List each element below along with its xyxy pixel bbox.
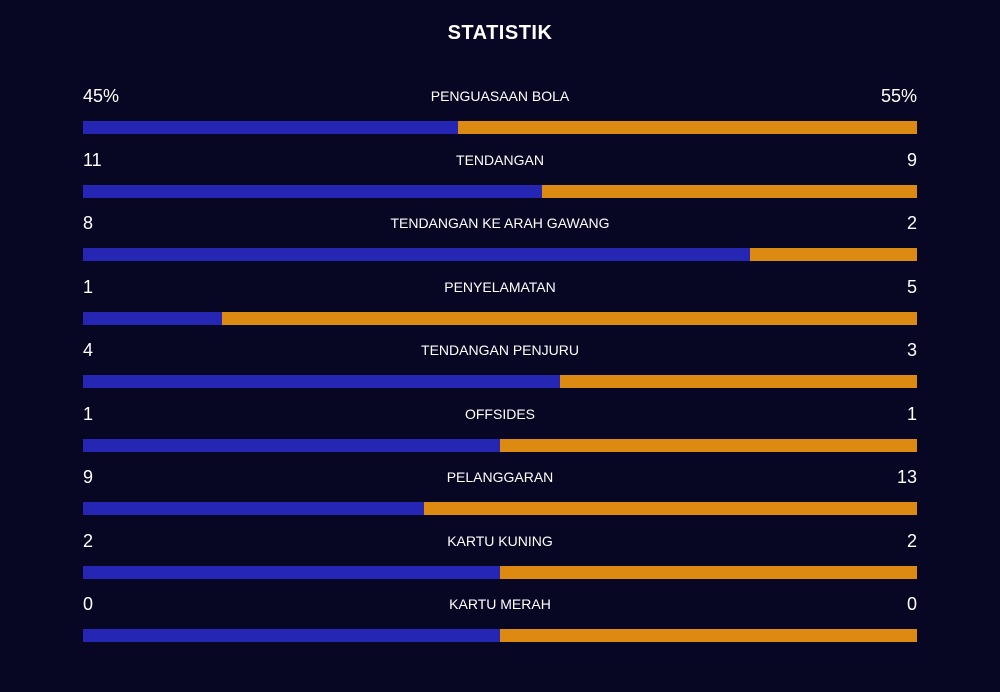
stat-label: KARTU MERAH — [449, 596, 551, 612]
away-value: 2 — [906, 530, 917, 551]
home-bar-segment — [83, 375, 560, 388]
comparison-bar — [83, 502, 917, 515]
away-bar-segment — [500, 629, 917, 642]
home-value: 11 — [83, 149, 102, 170]
stat-label: PELANGGARAN — [446, 469, 554, 485]
stat-label: TENDANGAN PENJURU — [421, 342, 579, 358]
home-value: 1 — [83, 403, 94, 424]
stat-row: 2 KARTU KUNING 2 — [83, 529, 917, 589]
away-value: 13 — [896, 467, 917, 487]
stat-row: 45% PENGUASAAN BOLA 55% — [83, 84, 917, 144]
away-bar-segment — [458, 121, 917, 134]
away-bar-segment — [750, 248, 917, 261]
away-bar-segment — [222, 311, 917, 325]
away-value: 9 — [906, 149, 917, 170]
home-bar-segment — [83, 121, 459, 134]
home-value: 0 — [83, 594, 94, 614]
home-value: 8 — [83, 213, 94, 233]
home-bar-segment — [83, 629, 500, 642]
away-bar-segment — [424, 502, 917, 515]
stat-row: 1 PENYELAMATAN 5 — [83, 275, 917, 335]
away-value: 2 — [906, 213, 917, 233]
comparison-bar — [83, 565, 917, 579]
away-value: 1 — [906, 403, 917, 424]
stat-row: 0 KARTU MERAH 0 — [83, 592, 917, 652]
away-bar-segment — [541, 184, 917, 198]
home-bar-segment — [83, 311, 223, 325]
stat-row: 8 TENDANGAN KE ARAH GAWANG 2 — [83, 211, 917, 271]
comparison-bar — [83, 311, 917, 325]
home-value: 9 — [83, 467, 94, 487]
comparison-bar — [83, 438, 917, 452]
stat-label: KARTU KUNING — [447, 532, 553, 549]
away-value: 3 — [906, 340, 917, 360]
away-bar-segment — [500, 565, 917, 579]
home-bar-segment — [83, 438, 500, 452]
away-value: 0 — [906, 594, 917, 614]
home-value: 4 — [83, 340, 94, 360]
away-bar-segment — [559, 375, 917, 388]
stat-label: PENYELAMATAN — [444, 278, 556, 295]
page-title: STATISTIK — [447, 22, 553, 44]
stat-label: PENGUASAAN BOLA — [430, 88, 570, 104]
home-bar-segment — [83, 502, 425, 515]
home-value: 45% — [83, 86, 120, 106]
comparison-bar — [83, 184, 917, 198]
comparison-bar — [83, 121, 917, 134]
home-bar-segment — [83, 184, 542, 198]
comparison-bar — [83, 248, 917, 261]
stat-row: 1 OFFSIDES 1 — [83, 402, 917, 462]
away-value: 5 — [906, 276, 917, 297]
home-value: 2 — [83, 530, 94, 551]
stat-row: 11 TENDANGAN 9 — [83, 148, 917, 208]
stat-label: TENDANGAN — [456, 151, 544, 168]
stat-row: 4 TENDANGAN PENJURU 3 — [83, 338, 917, 398]
stat-label: OFFSIDES — [464, 405, 535, 422]
away-value: 55% — [880, 86, 917, 106]
comparison-bar — [83, 629, 917, 642]
away-bar-segment — [500, 438, 917, 452]
home-value: 1 — [83, 276, 94, 297]
comparison-bar — [83, 375, 917, 388]
home-bar-segment — [83, 248, 751, 261]
stat-row: 9 PELANGGARAN 13 — [83, 465, 917, 525]
stat-label: TENDANGAN KE ARAH GAWANG — [390, 215, 610, 231]
home-bar-segment — [83, 565, 500, 579]
